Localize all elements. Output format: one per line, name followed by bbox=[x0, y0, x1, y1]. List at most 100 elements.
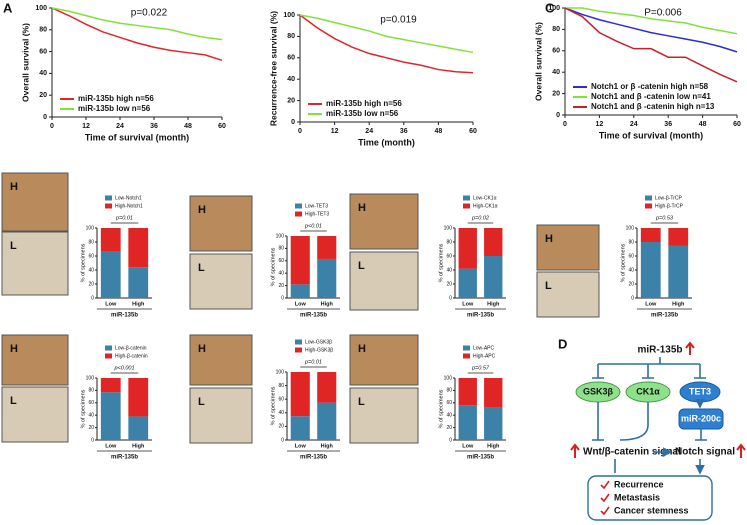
y-tick-label: 20 bbox=[39, 92, 47, 99]
legend-label: Low-TET3 bbox=[305, 203, 328, 209]
x-axis-label: miR-135b bbox=[467, 313, 494, 319]
x-axis-label: miR-135b bbox=[300, 313, 327, 319]
bar-segment bbox=[484, 407, 503, 440]
y-tick-label: 20 bbox=[446, 281, 452, 287]
micrograph-label: L bbox=[545, 280, 552, 292]
y-tick-label: 60 bbox=[88, 253, 94, 259]
x-tick-label: High bbox=[321, 443, 334, 449]
x-tick-label: 36 bbox=[150, 123, 158, 130]
micrograph bbox=[189, 195, 253, 252]
survival-curve bbox=[51, 7, 223, 41]
micrograph bbox=[349, 251, 419, 311]
micrograph-label: H bbox=[358, 343, 366, 355]
legend-label: High-Notch1 bbox=[115, 203, 143, 209]
legend-label: Low-β-TrCP bbox=[655, 195, 683, 201]
x-tick-label: 12 bbox=[331, 128, 339, 135]
y-tick-label: 80 bbox=[287, 33, 295, 40]
y-tick-label: 0 bbox=[449, 437, 452, 443]
y-tick-label: 60 bbox=[278, 397, 284, 403]
survival-curve bbox=[299, 14, 474, 74]
x-tick-label: Low bbox=[295, 301, 307, 307]
legend-swatch bbox=[645, 195, 652, 201]
y-tick-label: 60 bbox=[88, 400, 94, 406]
x-tick-label: High bbox=[132, 443, 145, 449]
bar-segment bbox=[668, 228, 689, 246]
x-axis-label: miR-135b bbox=[111, 455, 138, 461]
legend-swatch bbox=[105, 345, 112, 351]
y-axis-label: % of specimens bbox=[270, 386, 276, 425]
legend-swatch bbox=[463, 203, 470, 209]
micrograph bbox=[536, 224, 600, 271]
bar-segment bbox=[128, 416, 149, 440]
bar-segment bbox=[458, 378, 477, 406]
y-tick-label: 20 bbox=[278, 424, 284, 430]
y-axis-label: % of specimens bbox=[438, 243, 444, 282]
annotation: p=0.01 bbox=[304, 359, 322, 365]
bar-segment bbox=[640, 228, 661, 242]
y-tick-label: 80 bbox=[88, 239, 94, 245]
y-tick-label: 60 bbox=[552, 48, 560, 55]
survival-curve bbox=[564, 7, 738, 83]
legend-label: Low-β-catenin bbox=[115, 345, 147, 351]
y-tick-label: 100 bbox=[444, 375, 453, 381]
bar-segment bbox=[317, 402, 337, 440]
x-tick-label: High bbox=[672, 301, 685, 307]
up-arrow bbox=[570, 443, 580, 458]
legend-label: High-TET3 bbox=[305, 211, 329, 217]
legend-label: miR-135b low n=56 bbox=[78, 104, 151, 113]
micrograph bbox=[1, 334, 69, 386]
bar-segment bbox=[458, 228, 477, 269]
micrograph bbox=[1, 386, 69, 443]
legend-label: High-APC bbox=[473, 353, 496, 359]
panel-label: D bbox=[558, 336, 567, 351]
y-tick-label: 100 bbox=[283, 12, 295, 19]
y-tick-label: 60 bbox=[446, 400, 452, 406]
x-tick-label: 0 bbox=[298, 128, 302, 135]
y-tick-label: 80 bbox=[88, 388, 94, 394]
legend-label: Low-GSK3β bbox=[305, 339, 332, 345]
legend-swatch bbox=[105, 353, 112, 359]
y-axis-label: % of specimens bbox=[438, 389, 444, 428]
legend-label: Low-APC bbox=[473, 345, 495, 351]
legend-label: High-CK1α bbox=[473, 203, 498, 209]
node-label: CK1α bbox=[636, 386, 660, 396]
survival-curve bbox=[299, 14, 474, 54]
annotation: p=0.019 bbox=[380, 15, 417, 26]
y-tick-label: 20 bbox=[88, 425, 94, 431]
x-tick-label: Low bbox=[295, 443, 307, 449]
legend-label: High-GSK3β bbox=[305, 347, 333, 353]
y-tick-label: 60 bbox=[628, 253, 634, 259]
micrograph-label: L bbox=[358, 396, 365, 408]
y-tick-label: 0 bbox=[91, 295, 94, 301]
micrograph-label: L bbox=[358, 260, 365, 272]
bar-segment bbox=[484, 228, 503, 256]
outcome-box bbox=[587, 475, 713, 521]
bar-segment bbox=[484, 378, 503, 408]
y-tick-label: 20 bbox=[552, 90, 560, 97]
x-axis-label: Time of survival (month) bbox=[599, 130, 703, 140]
legend-label: miR-135b high n=56 bbox=[78, 94, 154, 103]
annotation: p=0.01 bbox=[115, 215, 133, 221]
bar-segment bbox=[100, 251, 121, 298]
bar-segment bbox=[100, 378, 121, 393]
bar-segment bbox=[290, 416, 310, 440]
x-tick-label: 24 bbox=[630, 121, 638, 128]
y-tick-label: 20 bbox=[628, 281, 634, 287]
y-tick-label: 100 bbox=[548, 5, 560, 12]
x-tick-label: High bbox=[321, 301, 334, 307]
node-label: TET3 bbox=[689, 386, 711, 396]
inhibition-lines bbox=[592, 402, 707, 441]
bar-segment bbox=[317, 258, 337, 298]
survival-curve bbox=[564, 7, 738, 53]
bar-segment bbox=[640, 242, 661, 298]
micrograph bbox=[349, 334, 419, 386]
micrograph-label: L bbox=[198, 396, 205, 408]
bar-segment bbox=[290, 284, 310, 298]
x-tick-label: 60 bbox=[469, 128, 477, 135]
inhibition-lines bbox=[592, 357, 706, 379]
legend-label: Low-CK1α bbox=[473, 195, 497, 201]
y-tick-label: 40 bbox=[278, 271, 284, 277]
y-tick-label: 100 bbox=[626, 225, 635, 231]
check-marks bbox=[600, 480, 610, 516]
